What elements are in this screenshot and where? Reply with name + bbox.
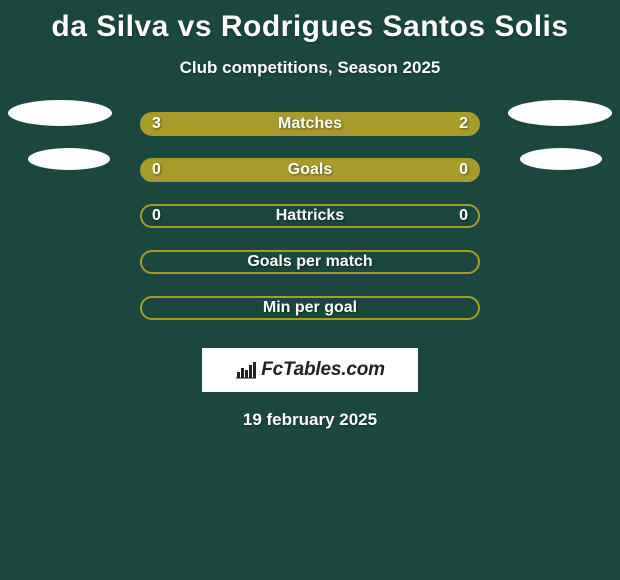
stat-row-min-per-goal: Min per goal xyxy=(0,296,620,322)
player-left-ellipse xyxy=(28,148,110,170)
bar-chart-icon xyxy=(235,361,257,379)
stat-label: Hattricks xyxy=(140,204,480,228)
player-right-ellipse xyxy=(508,100,612,126)
subtitle: Club competitions, Season 2025 xyxy=(0,58,620,78)
stat-label: Goals xyxy=(140,158,480,182)
stat-row-goals: 0 Goals 0 xyxy=(0,158,620,184)
fctables-badge[interactable]: FcTables.com xyxy=(202,348,418,392)
page-title: da Silva vs Rodrigues Santos Solis xyxy=(0,0,620,44)
player-left-ellipse xyxy=(8,100,112,126)
comparison-chart: 3 Matches 2 0 Goals 0 0 Hattricks 0 Goal… xyxy=(0,112,620,322)
stat-row-matches: 3 Matches 2 xyxy=(0,112,620,138)
badge-label: FcTables.com xyxy=(261,359,385,381)
stat-label: Min per goal xyxy=(140,296,480,320)
stat-row-hattricks: 0 Hattricks 0 xyxy=(0,204,620,230)
stat-label: Goals per match xyxy=(140,250,480,274)
stat-row-goals-per-match: Goals per match xyxy=(0,250,620,276)
date-label: 19 february 2025 xyxy=(0,410,620,430)
stat-right-value: 0 xyxy=(459,204,468,228)
player-right-ellipse xyxy=(520,148,602,170)
stat-right-value: 2 xyxy=(459,112,468,136)
stat-right-value: 0 xyxy=(459,158,468,182)
stat-label: Matches xyxy=(140,112,480,136)
